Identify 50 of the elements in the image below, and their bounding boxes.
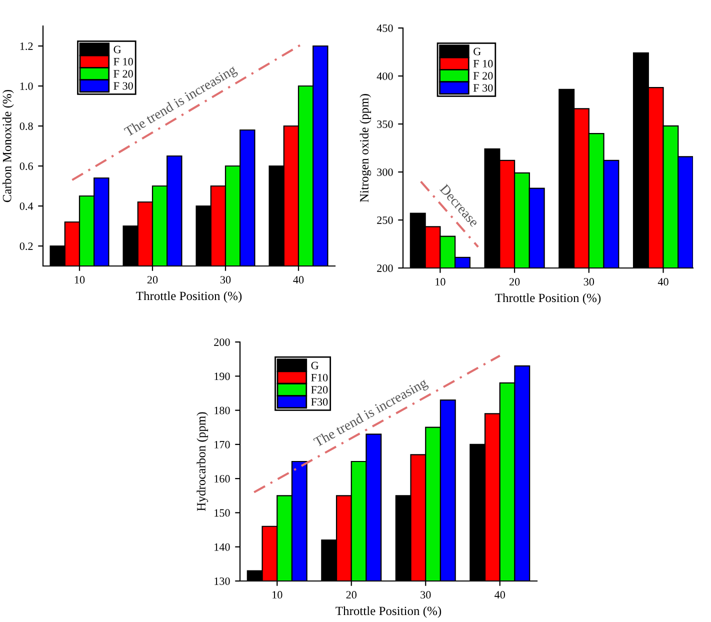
- legend-label: F20: [311, 386, 328, 394]
- y-tick-label: 200: [377, 264, 393, 272]
- x-axis-title: Throttle Position (%): [136, 291, 242, 303]
- y-tick-label: 0.2: [20, 242, 33, 250]
- y-tick-label: 250: [377, 216, 393, 224]
- y-tick-label: 400: [376, 72, 393, 80]
- legend-label: F 10: [114, 58, 133, 66]
- x-tick-label: 10: [436, 278, 446, 286]
- y-axis-title: Nitrogen oxide (ppm): [360, 94, 372, 202]
- y-tick-label: 170: [214, 440, 230, 448]
- x-tick-label: 20: [147, 276, 158, 284]
- y-tick-label: 200: [214, 338, 230, 346]
- legend-label: G: [114, 46, 121, 54]
- legend-label: F 30: [114, 82, 133, 90]
- x-tick-label: 10: [272, 591, 282, 599]
- legend-label: F30: [311, 398, 328, 406]
- y-tick-label: 180: [214, 406, 230, 414]
- y-tick-label: 150: [214, 509, 230, 517]
- legend-label: F 20: [114, 70, 133, 78]
- y-tick-label: 1.2: [20, 42, 33, 50]
- y-tick-label: 300: [377, 168, 393, 176]
- legend-label: G: [474, 48, 481, 56]
- legend-label: G: [311, 362, 318, 370]
- x-tick-label: 30: [220, 276, 231, 284]
- x-tick-label: 40: [494, 591, 506, 599]
- y-tick-label: 0.4: [20, 202, 34, 210]
- legend-label: F10: [311, 374, 328, 382]
- x-tick-label: 40: [658, 278, 668, 286]
- y-tick-label: 140: [214, 543, 230, 551]
- x-tick-label: 10: [74, 276, 85, 284]
- x-axis-title: Throttle Position (%): [336, 606, 442, 618]
- x-tick-label: 20: [509, 278, 520, 286]
- legend-label: F 10: [473, 60, 493, 68]
- y-tick-label: 160: [214, 475, 230, 483]
- y-tick-label: 130: [214, 577, 230, 585]
- y-tick-label: 350: [377, 120, 393, 128]
- x-axis-title: Throttle Position (%): [495, 293, 601, 305]
- y-tick-label: 450: [376, 24, 393, 32]
- x-tick-label: 30: [420, 591, 431, 599]
- legend-label: F 20: [473, 72, 493, 80]
- y-tick-label: 1.0: [20, 82, 33, 90]
- y-tick-label: 0.8: [20, 122, 33, 130]
- x-tick-label: 30: [584, 278, 594, 286]
- legend-label: F 30: [473, 84, 493, 92]
- y-axis-title: Hydrocarbon (ppm): [196, 412, 208, 511]
- y-tick-label: 190: [214, 372, 230, 380]
- y-tick-label: 0.6: [20, 162, 33, 170]
- x-tick-label: 40: [293, 276, 304, 284]
- y-axis-title: Carbon Monoxide (%): [2, 90, 14, 202]
- x-tick-label: 20: [346, 591, 357, 599]
